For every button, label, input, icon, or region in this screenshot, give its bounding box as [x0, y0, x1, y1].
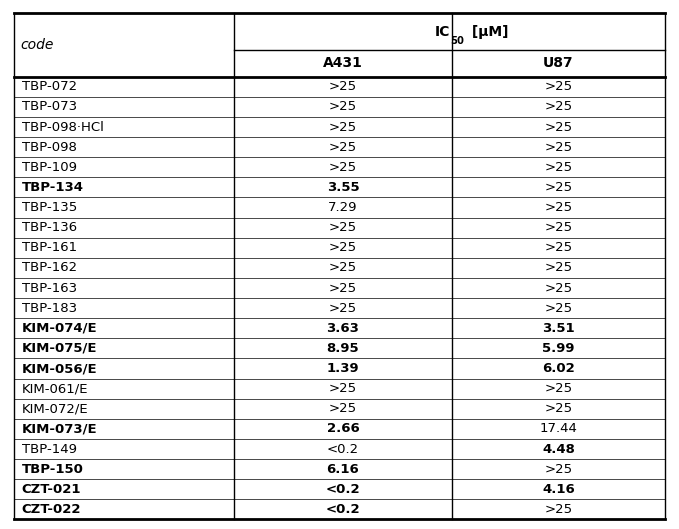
Text: <0.2: <0.2 [327, 443, 359, 455]
Text: >25: >25 [329, 80, 357, 93]
Text: A431: A431 [323, 57, 363, 70]
Text: CZT-022: CZT-022 [22, 503, 81, 516]
Text: TBP-072: TBP-072 [22, 80, 77, 93]
Text: >25: >25 [545, 161, 572, 174]
Text: >25: >25 [545, 181, 572, 194]
Text: 2.66: 2.66 [327, 423, 359, 435]
Text: TBP-161: TBP-161 [22, 241, 77, 254]
Text: TBP-109: TBP-109 [22, 161, 77, 174]
Text: TBP-098: TBP-098 [22, 141, 77, 153]
Text: TBP-163: TBP-163 [22, 281, 77, 295]
Text: KIM-075/E: KIM-075/E [22, 342, 97, 355]
Text: 3.55: 3.55 [327, 181, 359, 194]
Text: KIM-061/E: KIM-061/E [22, 382, 88, 395]
Text: >25: >25 [545, 221, 572, 234]
Text: >25: >25 [329, 382, 357, 395]
Text: 17.44: 17.44 [540, 423, 577, 435]
Text: KIM-074/E: KIM-074/E [22, 322, 97, 335]
Text: 3.51: 3.51 [542, 322, 575, 335]
Text: >25: >25 [329, 101, 357, 113]
Text: TBP-183: TBP-183 [22, 302, 77, 315]
Text: >25: >25 [329, 281, 357, 295]
Text: 4.48: 4.48 [542, 443, 575, 455]
Text: 6.16: 6.16 [327, 463, 359, 476]
Text: >25: >25 [545, 302, 572, 315]
Text: >25: >25 [329, 221, 357, 234]
Text: IC: IC [435, 25, 449, 39]
Text: U87: U87 [543, 57, 574, 70]
Text: <0.2: <0.2 [326, 503, 360, 516]
Text: >25: >25 [545, 241, 572, 254]
Text: KIM-073/E: KIM-073/E [22, 423, 97, 435]
Text: TBP-134: TBP-134 [22, 181, 84, 194]
Text: TBP-162: TBP-162 [22, 261, 77, 275]
Text: 5.99: 5.99 [543, 342, 574, 355]
Text: CZT-021: CZT-021 [22, 483, 81, 496]
Text: >25: >25 [545, 201, 572, 214]
Text: >25: >25 [545, 402, 572, 415]
Text: <0.2: <0.2 [326, 483, 360, 496]
Text: >25: >25 [545, 80, 572, 93]
Text: TBP-098·HCl: TBP-098·HCl [22, 121, 104, 133]
Text: >25: >25 [329, 121, 357, 133]
Text: >25: >25 [545, 121, 572, 133]
Text: code: code [20, 38, 54, 52]
Text: >25: >25 [329, 261, 357, 275]
Text: 8.95: 8.95 [327, 342, 359, 355]
Text: TBP-136: TBP-136 [22, 221, 77, 234]
Text: >25: >25 [545, 463, 572, 476]
Text: KIM-056/E: KIM-056/E [22, 362, 97, 375]
Text: 4.16: 4.16 [542, 483, 575, 496]
Text: >25: >25 [545, 261, 572, 275]
Text: >25: >25 [329, 402, 357, 415]
Text: >25: >25 [545, 101, 572, 113]
Text: >25: >25 [545, 503, 572, 516]
Text: TBP-073: TBP-073 [22, 101, 77, 113]
Text: 3.63: 3.63 [327, 322, 359, 335]
Text: >25: >25 [545, 382, 572, 395]
Text: 6.02: 6.02 [542, 362, 575, 375]
Text: >25: >25 [329, 241, 357, 254]
Text: 50: 50 [449, 37, 464, 46]
Text: TBP-149: TBP-149 [22, 443, 77, 455]
Text: KIM-072/E: KIM-072/E [22, 402, 88, 415]
Text: 1.39: 1.39 [327, 362, 359, 375]
Text: >25: >25 [545, 281, 572, 295]
Text: 7.29: 7.29 [328, 201, 358, 214]
Text: >25: >25 [545, 141, 572, 153]
Text: >25: >25 [329, 141, 357, 153]
Text: [μM]: [μM] [467, 25, 509, 39]
Text: >25: >25 [329, 302, 357, 315]
Text: TBP-150: TBP-150 [22, 463, 84, 476]
Text: TBP-135: TBP-135 [22, 201, 77, 214]
Text: >25: >25 [329, 161, 357, 174]
